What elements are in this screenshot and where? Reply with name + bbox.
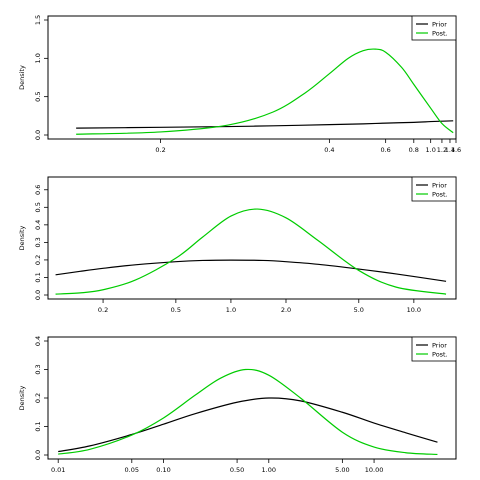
legend-box bbox=[411, 336, 457, 362]
y-tick-label: 0.4 bbox=[34, 220, 42, 230]
x-tick-label: 0.6 bbox=[380, 146, 390, 154]
legend-label-prior: Prior bbox=[432, 341, 447, 349]
panel-1: 0.2 0.4 0.6 0.8 1.0 1.21.41.60.00.51.01.5Dens… bbox=[18, 15, 461, 154]
x-tick-label: 1.0 bbox=[426, 146, 436, 154]
x-tick-label: 1.2 bbox=[437, 146, 447, 154]
x-tick-label: 1.6 bbox=[451, 146, 461, 154]
x-tick-label: 10.00 bbox=[365, 466, 384, 474]
legend-label-posterior: Post. bbox=[432, 29, 448, 37]
y-tick-label: 1.0 bbox=[34, 53, 42, 63]
series-line-prior bbox=[55, 259, 447, 282]
y-tick-label: 1.5 bbox=[34, 15, 42, 25]
legend-label-prior: Prior bbox=[432, 181, 447, 189]
x-tick-label: 5.0 bbox=[354, 306, 364, 314]
x-tick-label: 0.4 bbox=[324, 146, 334, 154]
y-tick-label: 0.1 bbox=[34, 421, 42, 431]
y-axis-label: Density bbox=[18, 225, 26, 250]
x-tick-label: 0.01 bbox=[51, 466, 65, 474]
panel-2: 0.2 0.5 1.0 2.0 5.0 10.0 0.0 0.1 0.2 0.3 0.4 0.5 0.6… bbox=[18, 176, 457, 314]
legend-label-posterior: Post. bbox=[432, 350, 448, 358]
series-line-posterior bbox=[55, 208, 447, 295]
y-axis-label: Density bbox=[18, 385, 26, 410]
y-tick-label: 0.6 bbox=[34, 185, 42, 195]
y-tick-label: 0.5 bbox=[34, 202, 42, 212]
x-tick-label: 2.0 bbox=[281, 306, 291, 314]
panel-3: 0.01 0.05 0.10 0.50 1.00 5.00 10.00 0.0 0.1 0.2 0.… bbox=[18, 336, 457, 474]
x-tick-label: 5.00 bbox=[335, 466, 349, 474]
plot-frame bbox=[47, 176, 457, 300]
plot-frame bbox=[47, 15, 457, 140]
x-tick-label: 0.50 bbox=[230, 466, 244, 474]
y-tick-label: 0.2 bbox=[34, 255, 42, 265]
series-line-prior bbox=[58, 397, 438, 453]
x-tick-label: 1.4 bbox=[445, 146, 455, 154]
x-tick-label: 0.05 bbox=[125, 466, 139, 474]
x-tick-label: 0.10 bbox=[156, 466, 170, 474]
x-tick-label: 0.2 bbox=[98, 306, 108, 314]
y-tick-label: 0.3 bbox=[34, 364, 42, 374]
x-tick-label: 0.5 bbox=[171, 306, 181, 314]
x-tick-label: 0.8 bbox=[409, 146, 419, 154]
y-axis-label: Density bbox=[18, 65, 26, 90]
y-tick-label: 0.0 bbox=[34, 290, 42, 300]
y-tick-label: 0.1 bbox=[34, 272, 42, 282]
legend-box bbox=[411, 15, 457, 41]
series-line-posterior bbox=[76, 48, 454, 135]
y-tick-label: 0.2 bbox=[34, 393, 42, 403]
legend-label-posterior: Post. bbox=[432, 190, 448, 198]
series-line-prior bbox=[76, 120, 454, 129]
legend-label-prior: Prior bbox=[432, 20, 447, 28]
x-tick-label: 10.0 bbox=[407, 306, 421, 314]
x-tick-label: 0.2 bbox=[155, 146, 165, 154]
x-tick-label: 1.0 bbox=[226, 306, 236, 314]
y-tick-label: 0.0 bbox=[34, 130, 42, 140]
y-tick-label: 0.0 bbox=[34, 450, 42, 460]
x-tick-label: 1.00 bbox=[262, 466, 276, 474]
y-tick-label: 0.3 bbox=[34, 237, 42, 247]
series-line-posterior bbox=[58, 368, 438, 456]
y-tick-label: 0.5 bbox=[34, 91, 42, 101]
y-tick-label: 0.4 bbox=[34, 336, 42, 346]
legend-box bbox=[411, 176, 457, 202]
